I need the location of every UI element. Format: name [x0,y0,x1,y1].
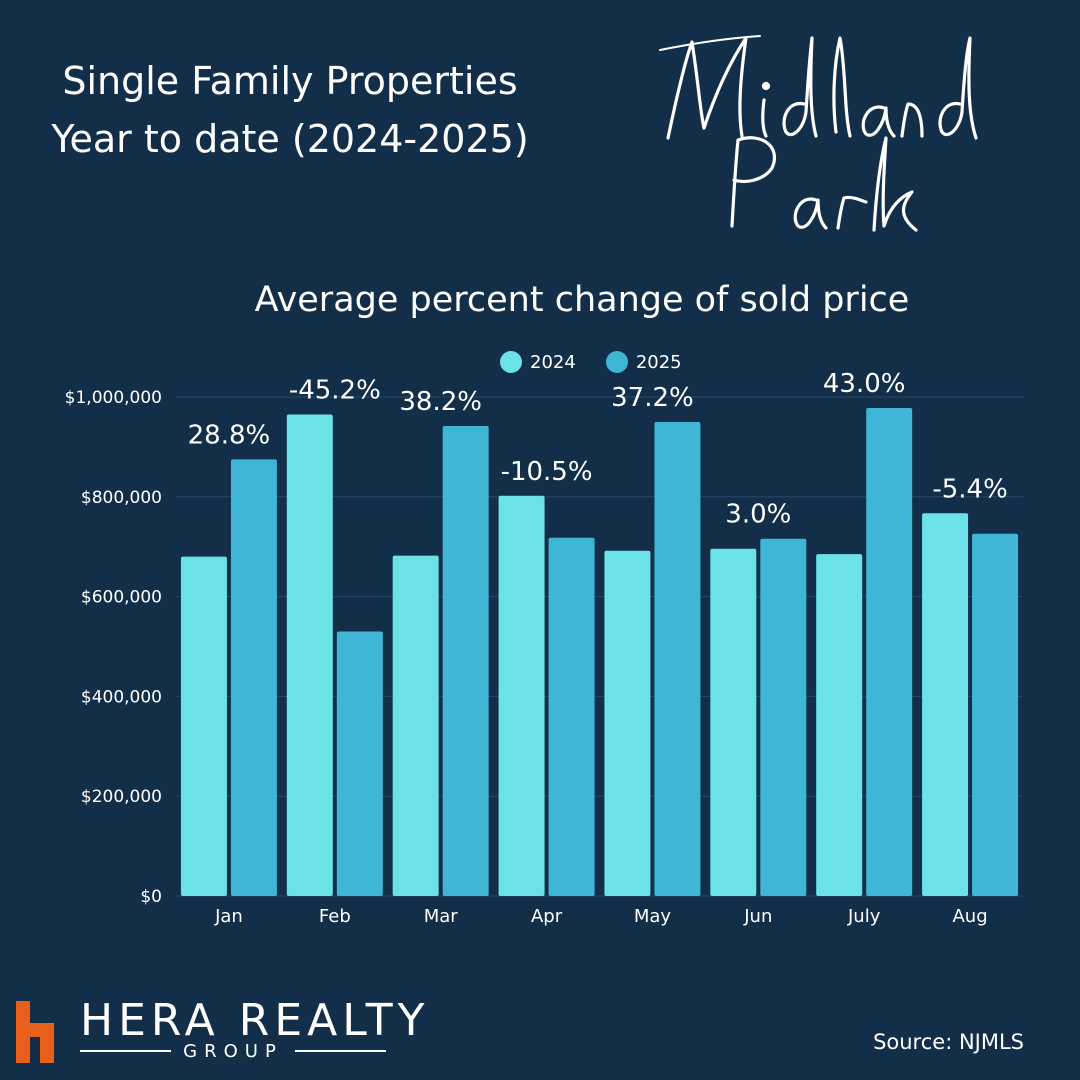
x-tick-label: Jan [214,906,243,927]
y-tick-label: $400,000 [81,687,162,707]
data-label-percent-change: 43.0% [823,369,906,399]
bar-2025-feb [336,631,383,896]
y-tick-label: $1,000,000 [65,388,162,408]
brand-name: HERA REALTY [80,995,430,1046]
legend-swatch-2024 [500,351,522,373]
data-label-percent-change: -5.4% [932,474,1007,504]
x-tick-label: Mar [424,906,459,927]
data-label-percent-change: -10.5% [501,457,593,487]
bar-2025-mar [442,425,489,896]
y-tick-label: $0 [140,887,162,907]
x-tick-label: Aug [952,906,987,927]
chart-legend: 2024 2025 [500,349,712,375]
brand-sub-row: GROUP [80,1039,386,1063]
chart-title: Average percent change of sold price [254,280,910,320]
page-title: Single Family Properties Year to date (2… [30,52,550,168]
legend-swatch-2025 [605,351,628,373]
bar-2024-mar [392,555,439,896]
brand-sub: GROUP [183,1040,283,1062]
data-label-percent-change: 3.0% [725,500,791,530]
bar-2024-aug [922,513,969,896]
legend-label-2025: 2025 [635,351,682,373]
brand-divider-right [294,1050,386,1052]
bar-2025-july [866,407,913,896]
bar-2024-may [604,550,651,896]
x-tick-label: Apr [531,906,563,927]
y-tick-label: $600,000 [81,588,162,608]
y-tick-label: $800,000 [81,488,162,508]
bar-2025-aug [972,533,1019,896]
bar-2025-jan [230,459,277,896]
bar-2025-apr [548,537,595,896]
bar-2024-feb [286,414,333,896]
data-label-percent-change: 28.8% [188,420,271,450]
legend-item-2024: 2024 [500,351,576,373]
y-tick-label: $200,000 [81,787,162,807]
bar-2024-jun [710,548,757,896]
data-label-percent-change: -45.2% [289,375,381,405]
x-tick-label: Jun [743,906,772,927]
title-line-1: Single Family Properties [62,59,518,103]
bar-2024-july [816,554,863,896]
source-note: Source: NJMLS [873,1030,1024,1054]
bar-2025-jun [760,538,807,896]
legend-label-2024: 2024 [530,351,576,373]
x-tick-label: July [847,906,881,927]
title-line-2: Year to date (2024-2025) [51,117,529,161]
bar-2024-apr [498,495,545,896]
brand-h-mark-icon [16,1001,54,1063]
bar-2025-may [654,421,701,896]
town-script-logo [659,35,978,232]
x-tick-label: May [634,906,672,927]
x-tick-label: Feb [319,906,351,927]
data-label-percent-change: 37.2% [611,383,694,413]
data-label-percent-change: 38.2% [399,387,482,417]
bar-2024-jan [180,556,227,896]
legend-item-2025: 2025 [605,351,682,373]
brand-divider-left [80,1050,172,1052]
brand-logo: HERA REALTY GROUP [16,995,424,1065]
